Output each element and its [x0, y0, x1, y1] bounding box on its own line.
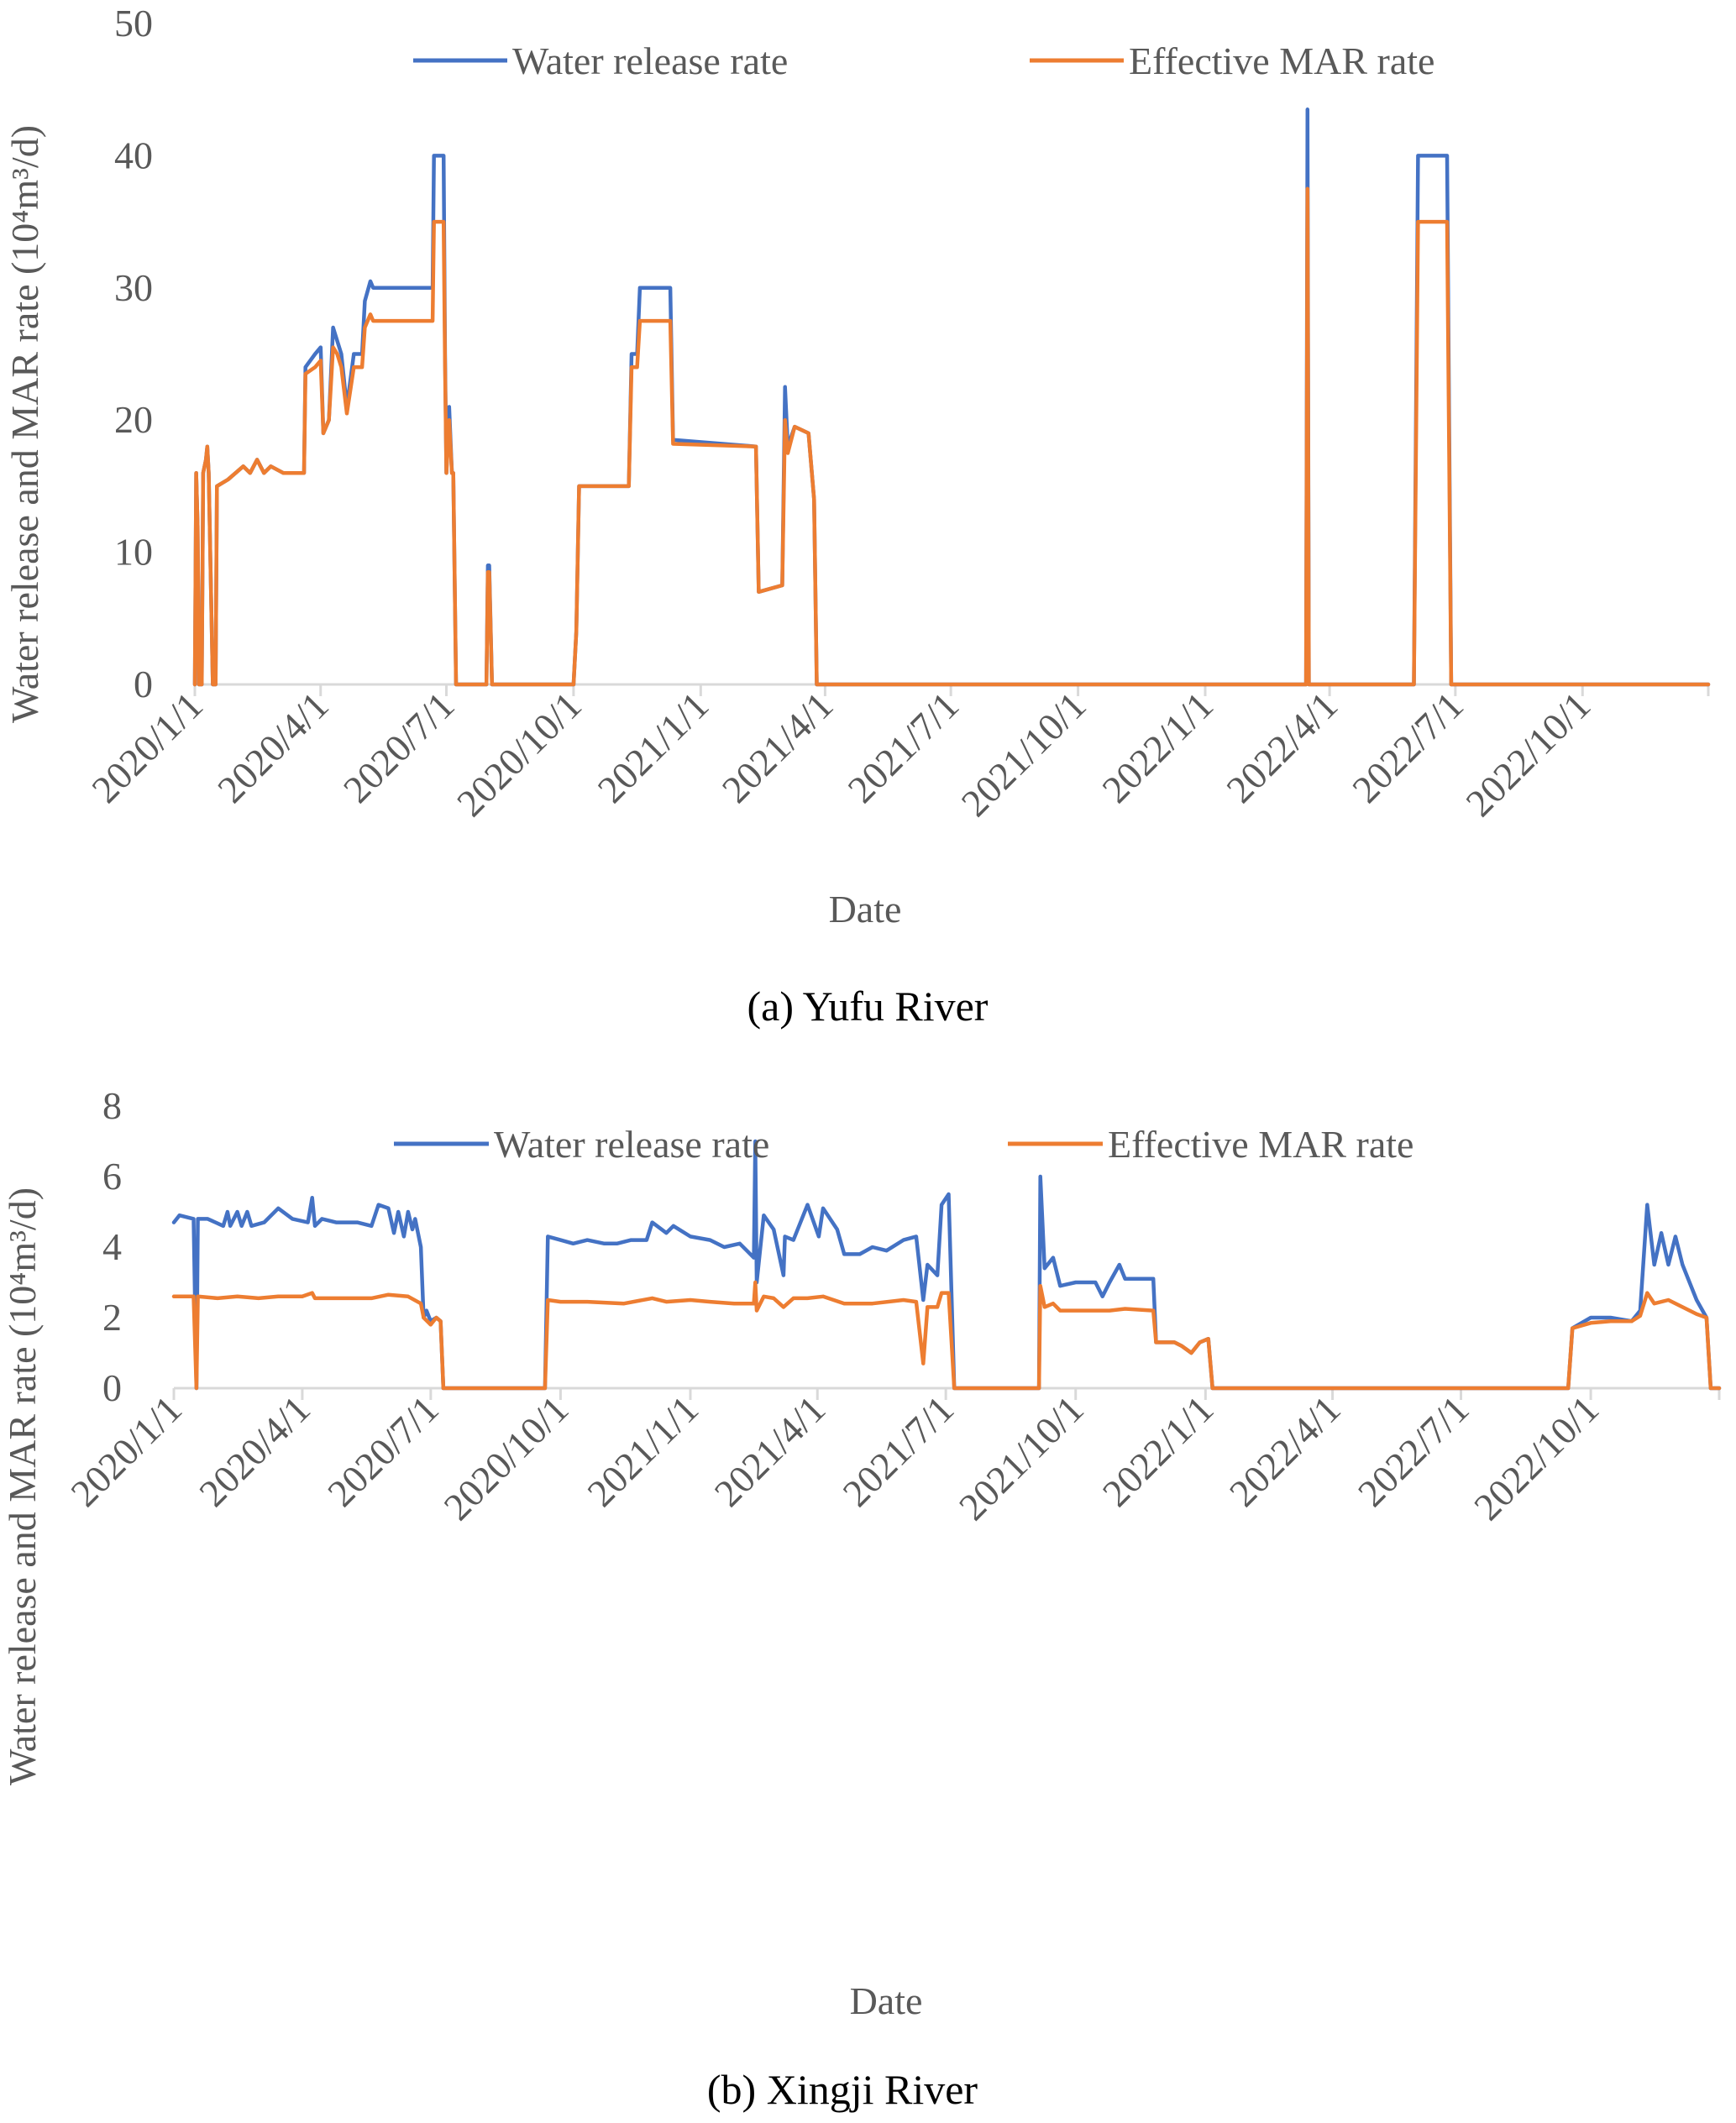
x-tick-label: 2021/7/1 [835, 1387, 962, 1515]
x-tick-label: 2021/1/1 [579, 1387, 706, 1515]
x-tick-label: 2020/1/1 [62, 1387, 190, 1515]
legend-label: Effective MAR rate [1129, 39, 1434, 82]
y-tick-label: 40 [114, 134, 153, 176]
x-tick-label: 2022/4/1 [1221, 1387, 1349, 1515]
y-tick-label: 0 [102, 1366, 122, 1409]
legend-label: Effective MAR rate [1108, 1123, 1413, 1166]
x-tick-label: 2021/10/1 [953, 684, 1094, 825]
x-tick-label: 2020/10/1 [436, 1387, 577, 1528]
chart-caption: (b) Xingji River [707, 2066, 978, 2113]
x-tick-label: 2021/4/1 [706, 1387, 834, 1515]
y-axis-title: Water release and MAR rate (10⁴m³/d) [1, 1187, 44, 1785]
y-tick-label: 8 [102, 1084, 122, 1127]
x-tick-label: 2021/4/1 [714, 684, 842, 811]
x-tick-label: 2022/7/1 [1350, 1387, 1477, 1515]
legend-label: Water release rate [512, 39, 788, 82]
x-tick-label: 2022/10/1 [1466, 1387, 1607, 1528]
y-tick-label: 50 [114, 2, 153, 45]
y-tick-label: 10 [114, 531, 153, 574]
x-tick-label: 2020/7/1 [319, 1387, 447, 1515]
x-tick-label: 2020/10/1 [448, 684, 590, 825]
series-line-water-release-rate [192, 107, 1711, 687]
chart-yufu-river: 010203040502020/1/12020/4/12020/7/12020/… [3, 2, 1711, 1030]
y-tick-label: 6 [102, 1155, 122, 1198]
x-axis-title: Date [850, 1979, 923, 2022]
x-tick-label: 2022/4/1 [1218, 684, 1345, 811]
legend-label: Water release rate [494, 1123, 769, 1166]
x-tick-label: 2022/1/1 [1094, 684, 1221, 811]
x-tick-label: 2020/7/1 [335, 684, 463, 811]
x-tick-label: 2021/1/1 [590, 684, 717, 811]
x-tick-label: 2020/4/1 [209, 684, 337, 811]
x-tick-label: 2022/10/1 [1457, 684, 1598, 825]
x-tick-label: 2022/1/1 [1094, 1387, 1222, 1515]
y-tick-label: 4 [102, 1225, 122, 1268]
chart-caption: (a) Yufu River [747, 983, 989, 1030]
series-line-effective-mar-rate [171, 1280, 1722, 1391]
y-tick-label: 0 [134, 663, 153, 705]
y-axis-title: Water release and MAR rate (10⁴m³/d) [3, 125, 46, 723]
x-tick-label: 2020/4/1 [191, 1387, 318, 1515]
x-axis-title: Date [829, 888, 902, 930]
y-tick-label: 30 [114, 266, 153, 309]
y-tick-label: 2 [102, 1296, 122, 1339]
series-line-effective-mar-rate [192, 186, 1711, 687]
x-tick-label: 2021/7/1 [840, 684, 968, 811]
x-tick-label: 2021/10/1 [951, 1387, 1092, 1528]
series-line-water-release-rate [171, 1139, 1722, 1391]
y-tick-label: 20 [114, 398, 153, 441]
x-tick-label: 2022/7/1 [1344, 684, 1471, 811]
